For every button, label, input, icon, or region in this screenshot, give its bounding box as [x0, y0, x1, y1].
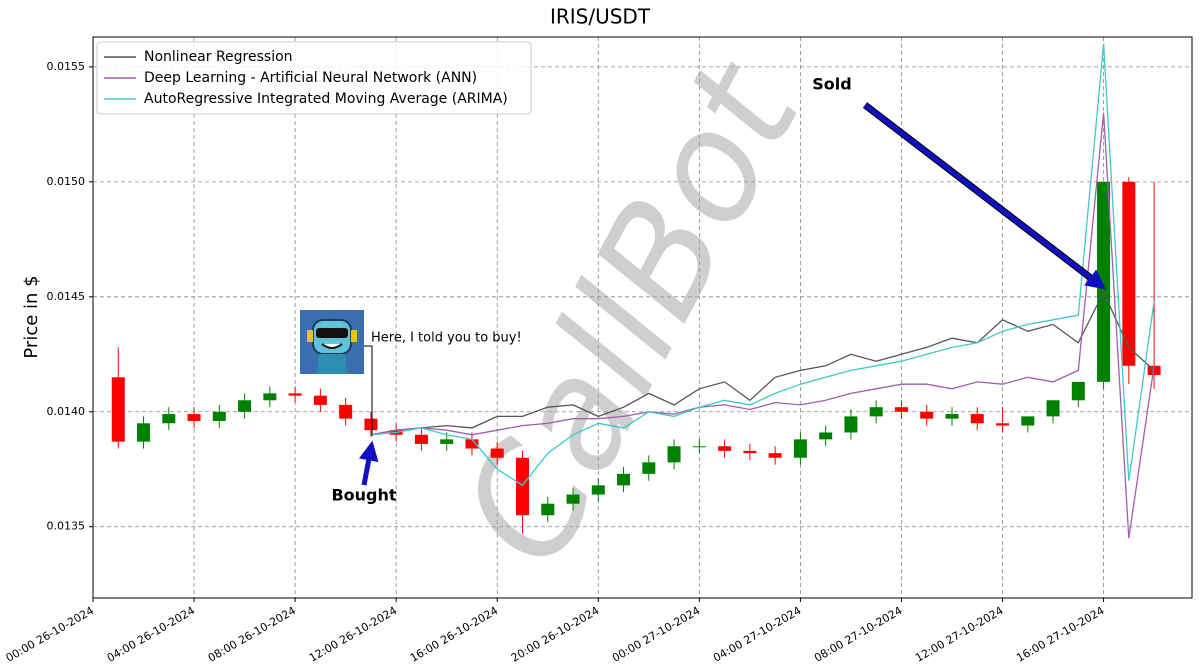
candle-body	[920, 411, 934, 419]
candle-body	[692, 446, 706, 448]
watermark: CallBot	[429, 34, 836, 591]
y-axis-label: Price in $	[21, 275, 42, 358]
candle-body	[819, 432, 833, 440]
x-tick-label: 12:00 26-10-2024	[307, 604, 399, 665]
candle-body	[288, 393, 302, 396]
bought-arrow	[358, 440, 379, 486]
candle-body	[768, 453, 782, 458]
chart-title: IRIS/USDT	[550, 5, 651, 29]
candle-body	[894, 407, 908, 412]
candle-body	[945, 414, 959, 419]
candle-body	[743, 450, 757, 454]
candle-body	[212, 411, 226, 421]
x-tick-label: 04:00 26-10-2024	[105, 604, 197, 665]
legend-label: Nonlinear Regression	[144, 49, 293, 65]
sold-arrow	[863, 103, 1106, 290]
y-tick-label: 0.0155	[47, 60, 86, 73]
x-tick-label: 20:00 26-10-2024	[509, 604, 601, 665]
x-tick-label: 00:00 26-10-2024	[4, 604, 96, 665]
candle-body	[541, 503, 555, 516]
plot-frame	[92, 36, 1193, 599]
bought-label: Bought	[331, 486, 396, 505]
x-tick-label: 00:00 27-10-2024	[610, 604, 702, 665]
candle-body	[844, 416, 858, 433]
annotation-line	[364, 345, 373, 436]
candle-body	[111, 377, 125, 442]
annotation-text: Here, I told you to buy!	[371, 331, 522, 346]
legend-label: Deep Learning - Artificial Neural Networ…	[144, 70, 477, 86]
candle-body	[465, 439, 479, 449]
candle-body	[566, 494, 580, 504]
legend: Nonlinear Regression Deep Learning - Arti…	[96, 41, 532, 115]
x-tick-label: 08:00 26-10-2024	[206, 604, 298, 665]
candle-body	[1021, 416, 1035, 426]
x-tick-label: 12:00 27-10-2024	[913, 604, 1005, 665]
candle-body	[364, 418, 378, 431]
y-tick-label: 0.0140	[47, 405, 86, 418]
candle-body	[970, 414, 984, 424]
series-line	[370, 43, 1155, 487]
candle-body	[1071, 381, 1085, 401]
candle-body	[490, 448, 504, 458]
candle-body	[414, 434, 428, 444]
candle-body	[1122, 181, 1136, 366]
grid	[92, 37, 1192, 598]
candle-body	[996, 423, 1010, 426]
candle-body	[591, 485, 605, 495]
candle-body	[313, 395, 327, 405]
series-line	[370, 290, 1155, 436]
x-tick-label: 08:00 27-10-2024	[812, 604, 904, 665]
x-tick-label: 16:00 26-10-2024	[408, 604, 500, 665]
candle-body	[617, 473, 631, 486]
candle-body	[339, 404, 353, 419]
y-tick-label: 0.0135	[47, 520, 86, 533]
plot-marks	[111, 43, 1161, 539]
x-tick-label: 04:00 27-10-2024	[711, 604, 803, 665]
candle-body	[137, 423, 151, 442]
candle-body	[793, 439, 807, 458]
avatar	[300, 310, 364, 374]
series-line	[370, 112, 1155, 539]
candle-body	[642, 462, 656, 474]
candle-body	[187, 414, 201, 421]
candle-body	[1046, 400, 1060, 417]
sold-label: Sold	[812, 75, 851, 94]
candle-body	[238, 400, 252, 412]
candle-body	[667, 446, 681, 463]
candle-body	[718, 446, 732, 451]
y-tick-label: 0.0145	[47, 290, 86, 303]
candle-body	[162, 414, 176, 424]
candle-body	[515, 457, 529, 516]
legend-label: AutoRegressive Integrated Moving Average…	[144, 91, 508, 107]
candle-body	[440, 439, 454, 444]
y-tick-label: 0.0150	[47, 175, 86, 188]
candle-body	[869, 407, 883, 417]
x-tick-label: 16:00 27-10-2024	[1014, 604, 1106, 665]
candle-body	[263, 393, 277, 401]
